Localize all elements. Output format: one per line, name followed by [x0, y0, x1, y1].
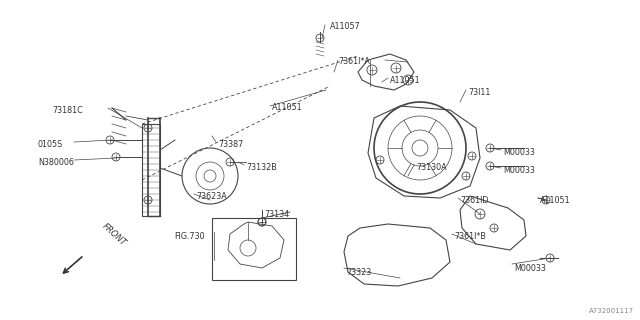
Text: A732001117: A732001117 — [589, 308, 634, 314]
Text: A11051: A11051 — [272, 103, 303, 112]
Text: 73132B: 73132B — [246, 163, 276, 172]
Text: 0105S: 0105S — [38, 140, 63, 149]
Text: M00033: M00033 — [503, 166, 535, 175]
Text: 7361I*A: 7361I*A — [338, 57, 370, 66]
Bar — [142, 124, 160, 216]
Text: M00033: M00033 — [503, 148, 535, 157]
Text: M00033: M00033 — [514, 264, 546, 273]
Text: FRONT: FRONT — [100, 222, 127, 248]
Text: 7361ID: 7361ID — [460, 196, 488, 205]
Text: 73130A: 73130A — [416, 163, 447, 172]
Text: 73387: 73387 — [218, 140, 243, 149]
Text: 73181C: 73181C — [52, 106, 83, 115]
Bar — [212, 218, 296, 280]
Text: A11057: A11057 — [330, 22, 361, 31]
Text: A11051: A11051 — [390, 76, 420, 85]
Text: 73134: 73134 — [264, 210, 289, 219]
Text: 73623A: 73623A — [196, 192, 227, 201]
Text: FIG.730: FIG.730 — [174, 232, 205, 241]
Text: N380006: N380006 — [38, 158, 74, 167]
Text: 73I11: 73I11 — [468, 88, 490, 97]
Text: 73323: 73323 — [346, 268, 371, 277]
Text: A11051: A11051 — [540, 196, 571, 205]
Text: 7361I*B: 7361I*B — [454, 232, 486, 241]
